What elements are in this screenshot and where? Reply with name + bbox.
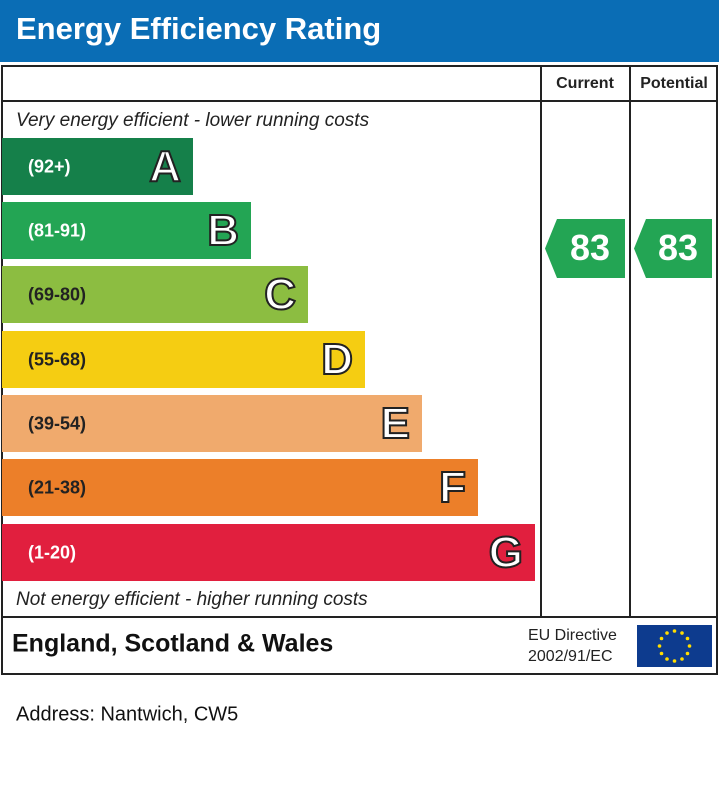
band-letter: E bbox=[381, 399, 410, 448]
directive: EU Directive bbox=[528, 627, 617, 644]
eu-star bbox=[687, 644, 692, 648]
band-letter: D bbox=[321, 335, 353, 384]
eu-star bbox=[659, 651, 664, 656]
band bbox=[2, 459, 478, 516]
rating-value: 83 bbox=[658, 227, 698, 268]
eu-star bbox=[665, 657, 669, 661]
address: Address: Nantwich, CW5 bbox=[16, 703, 238, 725]
band bbox=[2, 524, 535, 581]
rating-arrow bbox=[545, 219, 625, 278]
eu-star bbox=[685, 651, 690, 656]
eu-stars bbox=[657, 629, 692, 663]
band-range: (39-54) bbox=[28, 413, 86, 433]
band bbox=[2, 395, 422, 452]
eu-star bbox=[659, 636, 664, 641]
column-header: Current bbox=[556, 75, 614, 92]
region: England, Scotland & Wales bbox=[12, 630, 333, 658]
band bbox=[2, 138, 193, 195]
eu-star bbox=[672, 659, 677, 663]
top-note: Very energy efficient - lower running co… bbox=[16, 110, 370, 131]
eu-star bbox=[672, 629, 677, 633]
directive: 2002/91/EC bbox=[528, 648, 613, 665]
band-range: (21-38) bbox=[28, 477, 86, 497]
band-letter: A bbox=[149, 142, 181, 191]
band bbox=[2, 202, 251, 259]
band-range: (55-68) bbox=[28, 349, 86, 369]
band-letter: G bbox=[489, 528, 523, 577]
eu-star bbox=[680, 657, 684, 661]
band bbox=[2, 331, 365, 388]
eu-star bbox=[680, 631, 684, 635]
eu-star bbox=[665, 631, 669, 635]
column-header: Potential bbox=[640, 75, 708, 92]
rating-arrow bbox=[634, 219, 712, 278]
band-letter: B bbox=[207, 206, 239, 255]
band-range: (92+) bbox=[28, 156, 71, 176]
band-range: (1-20) bbox=[28, 542, 76, 562]
band-letter: F bbox=[439, 463, 466, 512]
bottom-note: Not energy efficient - higher running co… bbox=[16, 589, 368, 610]
band-range: (81-91) bbox=[28, 220, 86, 240]
eu-star bbox=[657, 644, 662, 648]
band-range: (69-80) bbox=[28, 284, 86, 304]
rating-value: 83 bbox=[570, 227, 610, 268]
eu-star bbox=[685, 636, 690, 641]
band-letter: C bbox=[264, 270, 296, 319]
band bbox=[2, 266, 308, 323]
title: Energy Efficiency Rating bbox=[16, 11, 381, 46]
header-bar bbox=[0, 0, 719, 62]
